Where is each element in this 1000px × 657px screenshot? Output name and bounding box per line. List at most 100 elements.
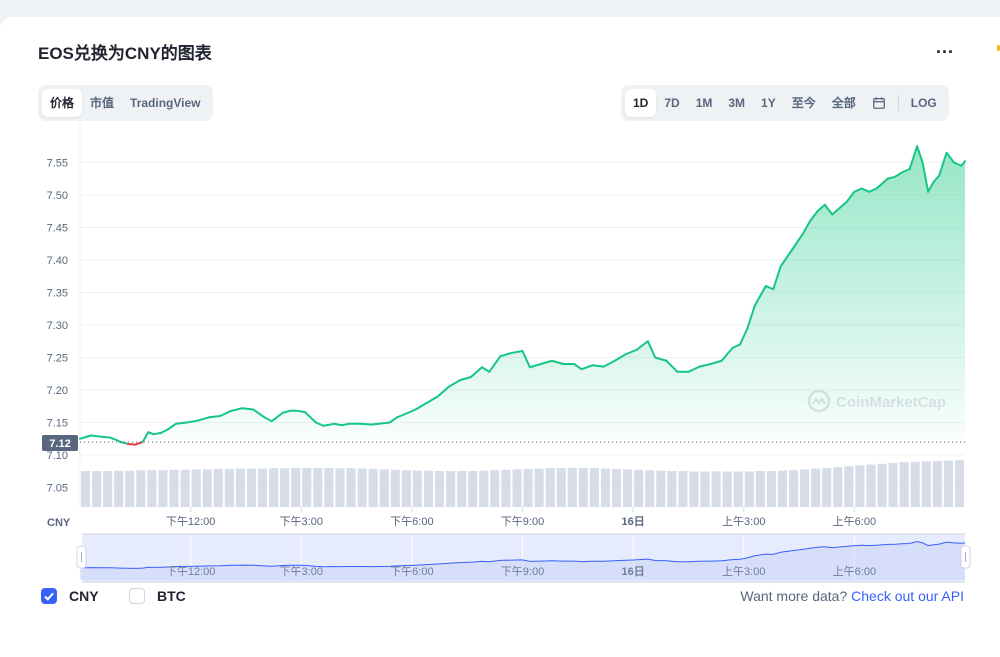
price-line-segment bbox=[886, 175, 896, 180]
volume-bar bbox=[623, 469, 633, 507]
price-line-segment bbox=[709, 359, 723, 365]
price-line-segment bbox=[893, 171, 904, 178]
volume-bar bbox=[556, 468, 566, 507]
price-line-segment bbox=[901, 168, 911, 174]
price-line-segment bbox=[370, 422, 380, 426]
currency-axis-label: CNY bbox=[47, 517, 71, 529]
price-line-segment bbox=[654, 356, 668, 362]
volume-bar bbox=[346, 468, 356, 507]
check-icon bbox=[44, 592, 54, 601]
volume-bar bbox=[269, 468, 279, 507]
price-line-segment bbox=[458, 376, 472, 382]
navigator-tick-label: 下午3:00 bbox=[280, 565, 323, 578]
volume-bar bbox=[313, 467, 323, 507]
price-line-segment bbox=[315, 421, 325, 427]
volume-bar bbox=[777, 470, 787, 507]
price-line-segment bbox=[230, 407, 244, 412]
cny-checkbox-label[interactable]: CNY bbox=[69, 588, 99, 604]
range-ytd[interactable]: 至今 bbox=[791, 96, 816, 110]
y-tick-label: 7.30 bbox=[47, 320, 68, 332]
price-line-segment bbox=[945, 151, 955, 164]
btc-checkbox[interactable] bbox=[129, 588, 145, 604]
volume-bar bbox=[667, 471, 677, 507]
volume-bar bbox=[435, 471, 445, 507]
price-line-segment bbox=[646, 340, 657, 359]
price-line-segment bbox=[219, 409, 233, 417]
price-line-segment bbox=[90, 434, 104, 438]
navigator-handle-left[interactable] bbox=[76, 545, 87, 569]
tab-price[interactable]: 价格 bbox=[42, 89, 83, 117]
range-3m[interactable]: 3M bbox=[728, 96, 746, 110]
price-line-segment bbox=[185, 419, 199, 424]
price-line-segment bbox=[447, 379, 461, 388]
range-1m[interactable]: 1M bbox=[695, 96, 713, 110]
coinmarketcap-watermark: CoinMarketCap bbox=[807, 389, 946, 413]
btc-checkbox-label[interactable]: BTC bbox=[157, 588, 186, 604]
volume-bar bbox=[224, 469, 234, 507]
range-all[interactable]: 全部 bbox=[831, 96, 856, 110]
volume-bar bbox=[246, 468, 256, 507]
more-options-icon[interactable]: ... bbox=[936, 37, 955, 57]
y-tick-label: 7.45 bbox=[47, 223, 68, 235]
api-link[interactable]: Check out our API bbox=[851, 588, 964, 604]
volume-bar bbox=[932, 461, 942, 507]
price-line-segment bbox=[635, 340, 649, 351]
volume-bar bbox=[656, 470, 666, 507]
volume-bar bbox=[401, 470, 411, 507]
volume-bar bbox=[855, 465, 865, 507]
price-line-segment bbox=[528, 363, 542, 369]
volume-bar bbox=[910, 461, 920, 507]
edge-indicator bbox=[997, 45, 1000, 51]
price-line-segment bbox=[134, 441, 144, 446]
price-line-segment bbox=[952, 161, 963, 167]
volume-bar bbox=[700, 471, 710, 507]
price-line-segment bbox=[739, 327, 749, 346]
price-line-segment bbox=[241, 407, 255, 411]
volume-bar bbox=[645, 470, 655, 507]
price-line-segment bbox=[809, 210, 819, 222]
price-line-segment bbox=[938, 151, 948, 177]
volume-bar bbox=[789, 470, 799, 507]
price-line-segment bbox=[521, 350, 531, 369]
price-line-segment bbox=[816, 203, 826, 213]
price-line-segment bbox=[764, 285, 775, 291]
navigator-handle-right[interactable] bbox=[960, 545, 971, 569]
price-line-segment bbox=[79, 434, 93, 440]
cny-checkbox[interactable] bbox=[41, 588, 57, 604]
divider bbox=[897, 95, 899, 111]
price-line-segment bbox=[665, 359, 679, 373]
volume-bar bbox=[800, 469, 810, 507]
price-line-segment bbox=[499, 351, 513, 358]
volume-bar bbox=[147, 470, 157, 507]
volume-bar bbox=[490, 470, 500, 507]
volume-bar bbox=[678, 471, 688, 507]
navigator-tick-label: 下午6:00 bbox=[390, 565, 433, 578]
volume-bar bbox=[390, 469, 400, 507]
calendar-icon[interactable] bbox=[864, 89, 894, 117]
log-scale-toggle[interactable]: LOG bbox=[910, 96, 937, 110]
price-line-segment bbox=[753, 285, 767, 307]
volume-bar bbox=[766, 471, 776, 507]
price-line-segment bbox=[281, 409, 292, 414]
volume-bar bbox=[811, 468, 821, 507]
price-line-segment bbox=[624, 348, 638, 356]
tab-market-cap[interactable]: 市值 bbox=[90, 96, 115, 110]
tab-tradingview[interactable]: TradingView bbox=[130, 96, 201, 110]
price-line-segment bbox=[591, 364, 605, 368]
x-tick-label: 下午3:00 bbox=[280, 515, 323, 528]
volume-bar bbox=[589, 468, 599, 507]
range-1d[interactable]: 1D bbox=[625, 89, 657, 117]
price-line-segment bbox=[141, 431, 150, 443]
range-7d[interactable]: 7D bbox=[664, 96, 680, 110]
volume-bar bbox=[523, 469, 533, 507]
price-line-segment bbox=[613, 353, 627, 362]
volume-bar bbox=[722, 471, 732, 507]
volume-bar bbox=[567, 467, 577, 507]
price-line-segment bbox=[333, 422, 343, 427]
price-line-segment bbox=[407, 408, 417, 414]
x-tick-label: 上午6:00 bbox=[833, 515, 876, 528]
volume-bar bbox=[689, 471, 699, 507]
navigator-tick-label: 下午12:00 bbox=[166, 565, 216, 578]
chart-title: EOS兑换为CNY的图表 bbox=[38, 44, 212, 63]
range-1y[interactable]: 1Y bbox=[761, 96, 776, 110]
